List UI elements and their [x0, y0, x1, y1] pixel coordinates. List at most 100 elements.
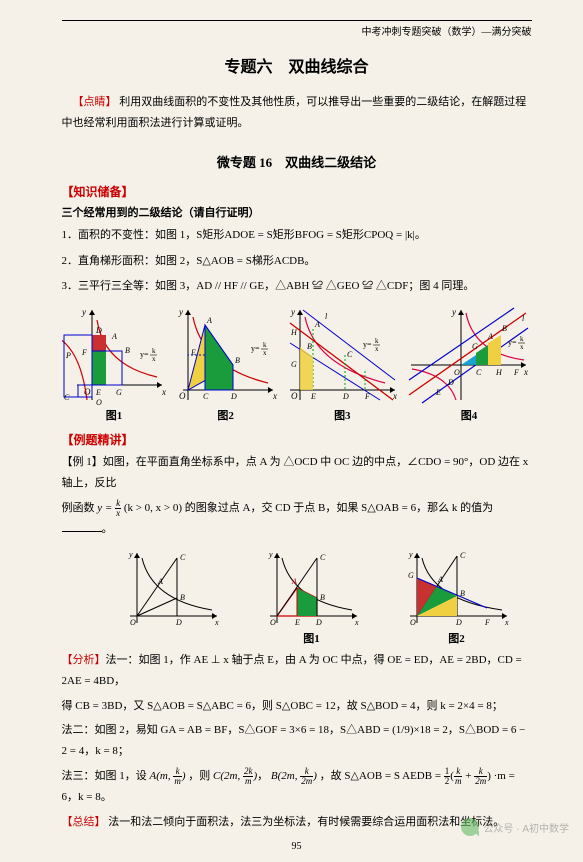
svg-text:O: O [270, 618, 276, 627]
svg-text:D: D [175, 618, 182, 627]
svg-text:E: E [294, 618, 300, 627]
figure-row-2: x y O A C B D x y O [102, 548, 532, 646]
svg-text:C: C [460, 551, 466, 560]
item-1: 1．面积的不变性：如图 1，S矩形ADOE = S矩形BFOG = S矩形CPO… [62, 226, 532, 246]
svg-text:x: x [161, 387, 166, 397]
svg-text:B: B [180, 593, 185, 602]
svg-text:O: O [410, 618, 416, 627]
svg-text:O: O [179, 391, 186, 401]
svg-text:C: C [320, 553, 326, 562]
svg-text:l: l [325, 312, 328, 321]
svg-text:E: E [435, 388, 441, 397]
svg-text:G: G [116, 388, 122, 397]
item-2: 2．直角梯形面积：如图 2，S△AOB = S梯形ACDB。 [62, 252, 532, 272]
svg-text:A: A [314, 320, 320, 329]
page-number: 95 [62, 841, 532, 852]
svg-text:x: x [375, 345, 379, 353]
figure-row-1: x y O y=kx DA B EG P C F Q 图1 [62, 305, 532, 423]
svg-text:A: A [437, 575, 443, 584]
item-3: 3．三平行三全等：如图 3，AD // HF // GE，△ABH ≌ △GEO… [62, 277, 532, 297]
watermark-text: 公众号 · A初中数学 [483, 820, 569, 835]
figure-2: xy O y=kx A B E C D 图2 [173, 305, 278, 423]
header-text: 中考冲刺专题突破（数学）—满分突破 [362, 27, 532, 38]
svg-text:E: E [190, 348, 196, 357]
figure-4: xy O G A B C H F D E l y=kx [406, 305, 531, 423]
svg-text:x: x [523, 367, 528, 377]
answer-blank [62, 521, 102, 532]
svg-text:O: O [291, 391, 298, 401]
running-header: 中考冲刺专题突破（数学）—满分突破 [62, 20, 532, 38]
svg-text:y=: y= [363, 340, 372, 349]
svg-text:A: A [111, 332, 117, 341]
example-fig-2: xy O G A C B D F 图2 [402, 548, 512, 646]
svg-text:x: x [152, 355, 156, 363]
zhishi-label: 【知识储备】 [62, 183, 532, 200]
wechat-icon [461, 818, 479, 836]
fenxi-line1b: 得 CB = 3BD，又 S△AOB = S△ABC = 6，则 S△OBC =… [62, 696, 532, 717]
svg-text:A: A [157, 577, 163, 586]
svg-text:P: P [65, 351, 71, 360]
svg-text:x: x [263, 349, 267, 357]
svg-text:A: A [206, 316, 212, 325]
svg-text:D: D [447, 378, 454, 387]
example-fig-1: xy O A C B E D 图1 [262, 548, 362, 646]
svg-text:C: C [347, 350, 353, 359]
main-title: 专题六 双曲线综合 [62, 53, 532, 77]
svg-text:B: B [125, 346, 130, 355]
svg-text:D: D [342, 392, 349, 401]
sub-title: 微专题 16 双曲线二级结论 [62, 152, 532, 171]
svg-text:A: A [291, 577, 297, 586]
svg-text:C: C [203, 392, 209, 401]
svg-text:C: C [476, 368, 482, 377]
svg-text:E: E [310, 392, 316, 401]
svg-text:B: B [235, 356, 240, 365]
svg-text:y: y [451, 307, 456, 317]
svg-text:O: O [454, 368, 460, 377]
svg-text:H: H [495, 368, 503, 377]
dianjing-text: 利用双曲线面积的不变性及其他性质，可以推导出一些重要的二级结论，在解题过程中也经… [62, 96, 527, 129]
svg-text:Q: Q [96, 398, 102, 405]
svg-text:x: x [504, 618, 509, 627]
svg-text:k: k [152, 347, 156, 355]
svg-text:x: x [272, 391, 277, 401]
svg-text:F: F [81, 348, 87, 357]
svg-text:G: G [291, 360, 297, 369]
dianjing-label: 【点睛】 [73, 96, 117, 108]
svg-text:G: G [408, 571, 414, 580]
svg-text:D: D [95, 326, 102, 335]
svg-text:k: k [375, 337, 379, 345]
liti-label: 【例题精讲】 [62, 431, 532, 448]
fenxi-line3: 法三：如图 1，设 A(m, km) ，则 C(2m, 2km)， B(2m, … [62, 766, 532, 808]
example-fig-a: x y O A C B D [122, 548, 222, 646]
svg-text:E: E [95, 388, 101, 397]
svg-text:y=: y= [140, 350, 149, 359]
svg-text:C: C [180, 553, 186, 562]
fenxi-line2: 法二：如图 2，易知 GA = AB = BF，S△GOF = 3×6 = 18… [62, 720, 532, 762]
example-1-line2: 例函数 y = kx (k > 0, x > 0) 的图象过点 A，交 CD 于… [62, 498, 532, 540]
svg-text:B: B [307, 342, 312, 351]
figure-1: x y O y=kx DA B EG P C F Q 图1 [62, 305, 167, 423]
svg-text:x: x [354, 618, 359, 627]
svg-text:x: x [214, 618, 219, 627]
svg-text:y: y [408, 550, 413, 559]
svg-text:l: l [522, 314, 525, 323]
svg-text:B: B [502, 324, 507, 333]
svg-text:y: y [290, 307, 295, 317]
fenxi-line1: 【分析】法一：如图 1，作 AE ⊥ x 轴于点 E，由 A 为 OC 中点，得… [62, 650, 532, 692]
watermark: 公众号 · A初中数学 [461, 818, 569, 836]
svg-text:B: B [320, 593, 325, 602]
svg-text:H: H [290, 328, 298, 337]
example-1-line1: 【例 1】如图，在平面直角坐标系中，点 A 为 △OCD 中 OC 边的中点，∠… [62, 452, 532, 494]
svg-text:y=: y= [251, 344, 260, 353]
svg-text:B: B [460, 589, 465, 598]
svg-text:k: k [520, 335, 524, 343]
svg-text:F: F [484, 618, 490, 627]
svg-text:F: F [364, 392, 370, 401]
svg-text:x: x [520, 343, 524, 351]
svg-text:F: F [513, 368, 519, 377]
dianjing-paragraph: 【点睛】 利用双曲线面积的不变性及其他性质，可以推导出一些重要的二级结论，在解题… [62, 92, 532, 134]
svg-text:O: O [130, 618, 136, 627]
svg-text:D: D [230, 392, 237, 401]
svg-text:y: y [268, 550, 273, 559]
svg-text:y: y [128, 550, 133, 559]
